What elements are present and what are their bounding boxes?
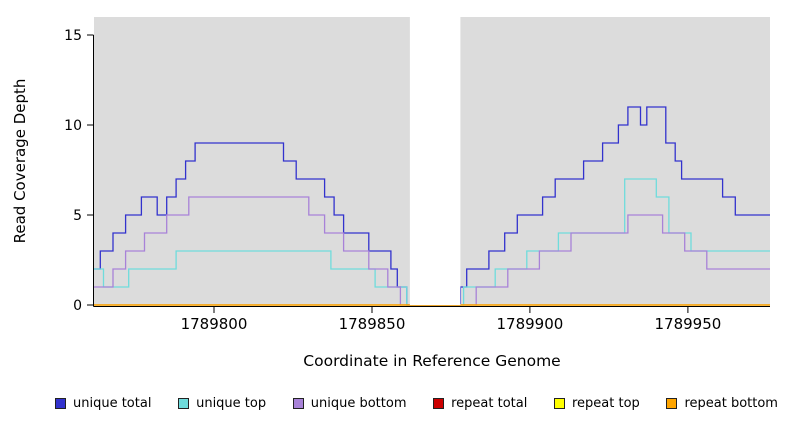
y-tick-label: 5 (73, 208, 82, 224)
legend-item-repeat-total: repeat total (433, 396, 527, 411)
legend-label: repeat bottom (684, 396, 778, 411)
legend-label: repeat total (451, 396, 528, 411)
legend: unique total unique top unique bottom repea… (0, 396, 792, 411)
legend-swatch (433, 398, 445, 409)
series-line-unique-bottom (94, 196, 770, 306)
legend-swatch (292, 398, 304, 409)
legend-swatch (178, 398, 190, 409)
legend-swatch (55, 398, 66, 409)
legend-swatch (554, 398, 565, 409)
legend-item-unique-total: unique total (55, 396, 151, 411)
legend-item-unique-bottom: unique bottom (292, 396, 407, 411)
y-tick-label: 10 (64, 118, 82, 134)
chart-svg: 0 5 10 15 1789800 1789850 1789900 1789950 (64, 17, 770, 333)
y-tick-label: 15 (64, 28, 82, 44)
x-axis-title: Coordinate in Reference Genome (303, 352, 561, 370)
legend-label: unique total (73, 396, 152, 411)
legend-label: unique bottom (310, 396, 407, 411)
legend-swatch (666, 398, 678, 409)
no-data-region (409, 17, 461, 305)
x-tick-label: 1789900 (496, 315, 563, 333)
coverage-chart: 0 5 10 15 1789800 1789850 1789900 1789950 (64, 17, 770, 333)
y-axis-title: Read Coverage Depth (11, 78, 29, 244)
legend-item-unique-top: unique top (178, 396, 266, 411)
legend-label: repeat top (572, 396, 640, 411)
x-tick-label: 1789850 (339, 315, 406, 333)
x-tick-label: 1789800 (181, 315, 248, 333)
legend-item-repeat-top: repeat top (554, 396, 640, 411)
y-tick-label: 0 (73, 298, 82, 314)
x-tick-label: 1789950 (654, 315, 721, 333)
legend-label: unique top (196, 396, 267, 411)
legend-item-repeat-bottom: repeat bottom (666, 396, 778, 411)
